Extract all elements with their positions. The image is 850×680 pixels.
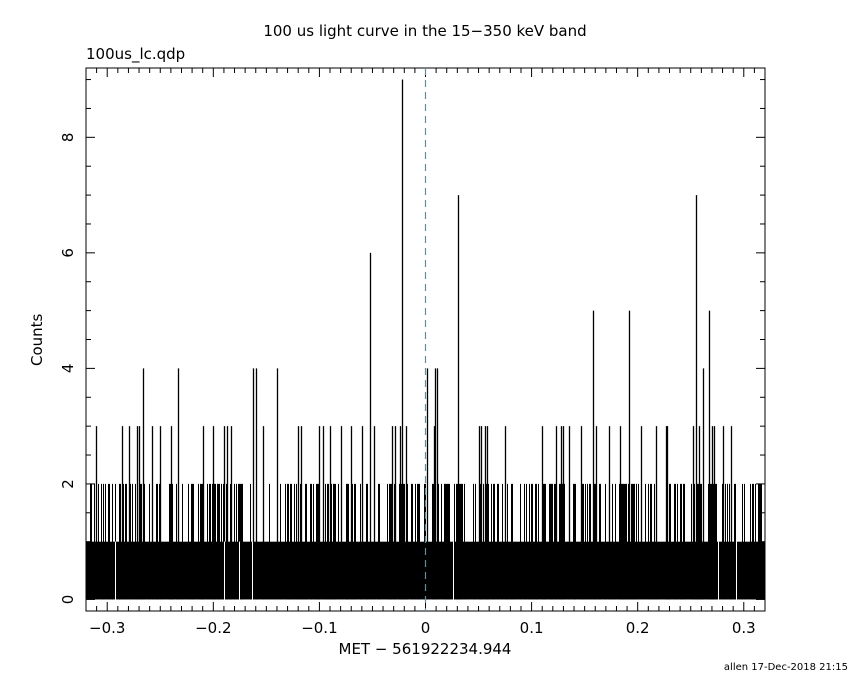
- y-tick-label: 2: [59, 479, 77, 489]
- x-tick-label: 0.1: [520, 619, 544, 637]
- file-label: 100us_lc.qdp: [86, 45, 186, 63]
- axis-ticks: [85, 68, 766, 611]
- x-tick-label: 0.2: [626, 619, 650, 637]
- x-tick-label: −0.1: [301, 619, 337, 637]
- chart-title: 100 us light curve in the 15−350 keV ban…: [263, 22, 587, 40]
- footer-stamp: allen 17-Dec-2018 21:15: [723, 662, 848, 673]
- y-tick-label: 6: [59, 248, 77, 258]
- x-tick-label: 0: [421, 619, 431, 637]
- y-axis-label: Counts: [28, 313, 46, 366]
- x-tick-label: −0.3: [89, 619, 125, 637]
- x-tick-labels: −0.3 −0.2 −0.1 0 0.1 0.2 0.3: [89, 619, 756, 637]
- x-tick-label: 0.3: [732, 619, 756, 637]
- y-tick-label: 0: [59, 595, 77, 605]
- y-tick-label: 8: [59, 133, 77, 143]
- x-axis-label: MET − 561922234.944: [338, 640, 512, 658]
- y-tick-label: 4: [59, 364, 77, 374]
- y-tick-labels: 0 2 4 6 8: [59, 133, 77, 605]
- x-tick-label: −0.2: [195, 619, 231, 637]
